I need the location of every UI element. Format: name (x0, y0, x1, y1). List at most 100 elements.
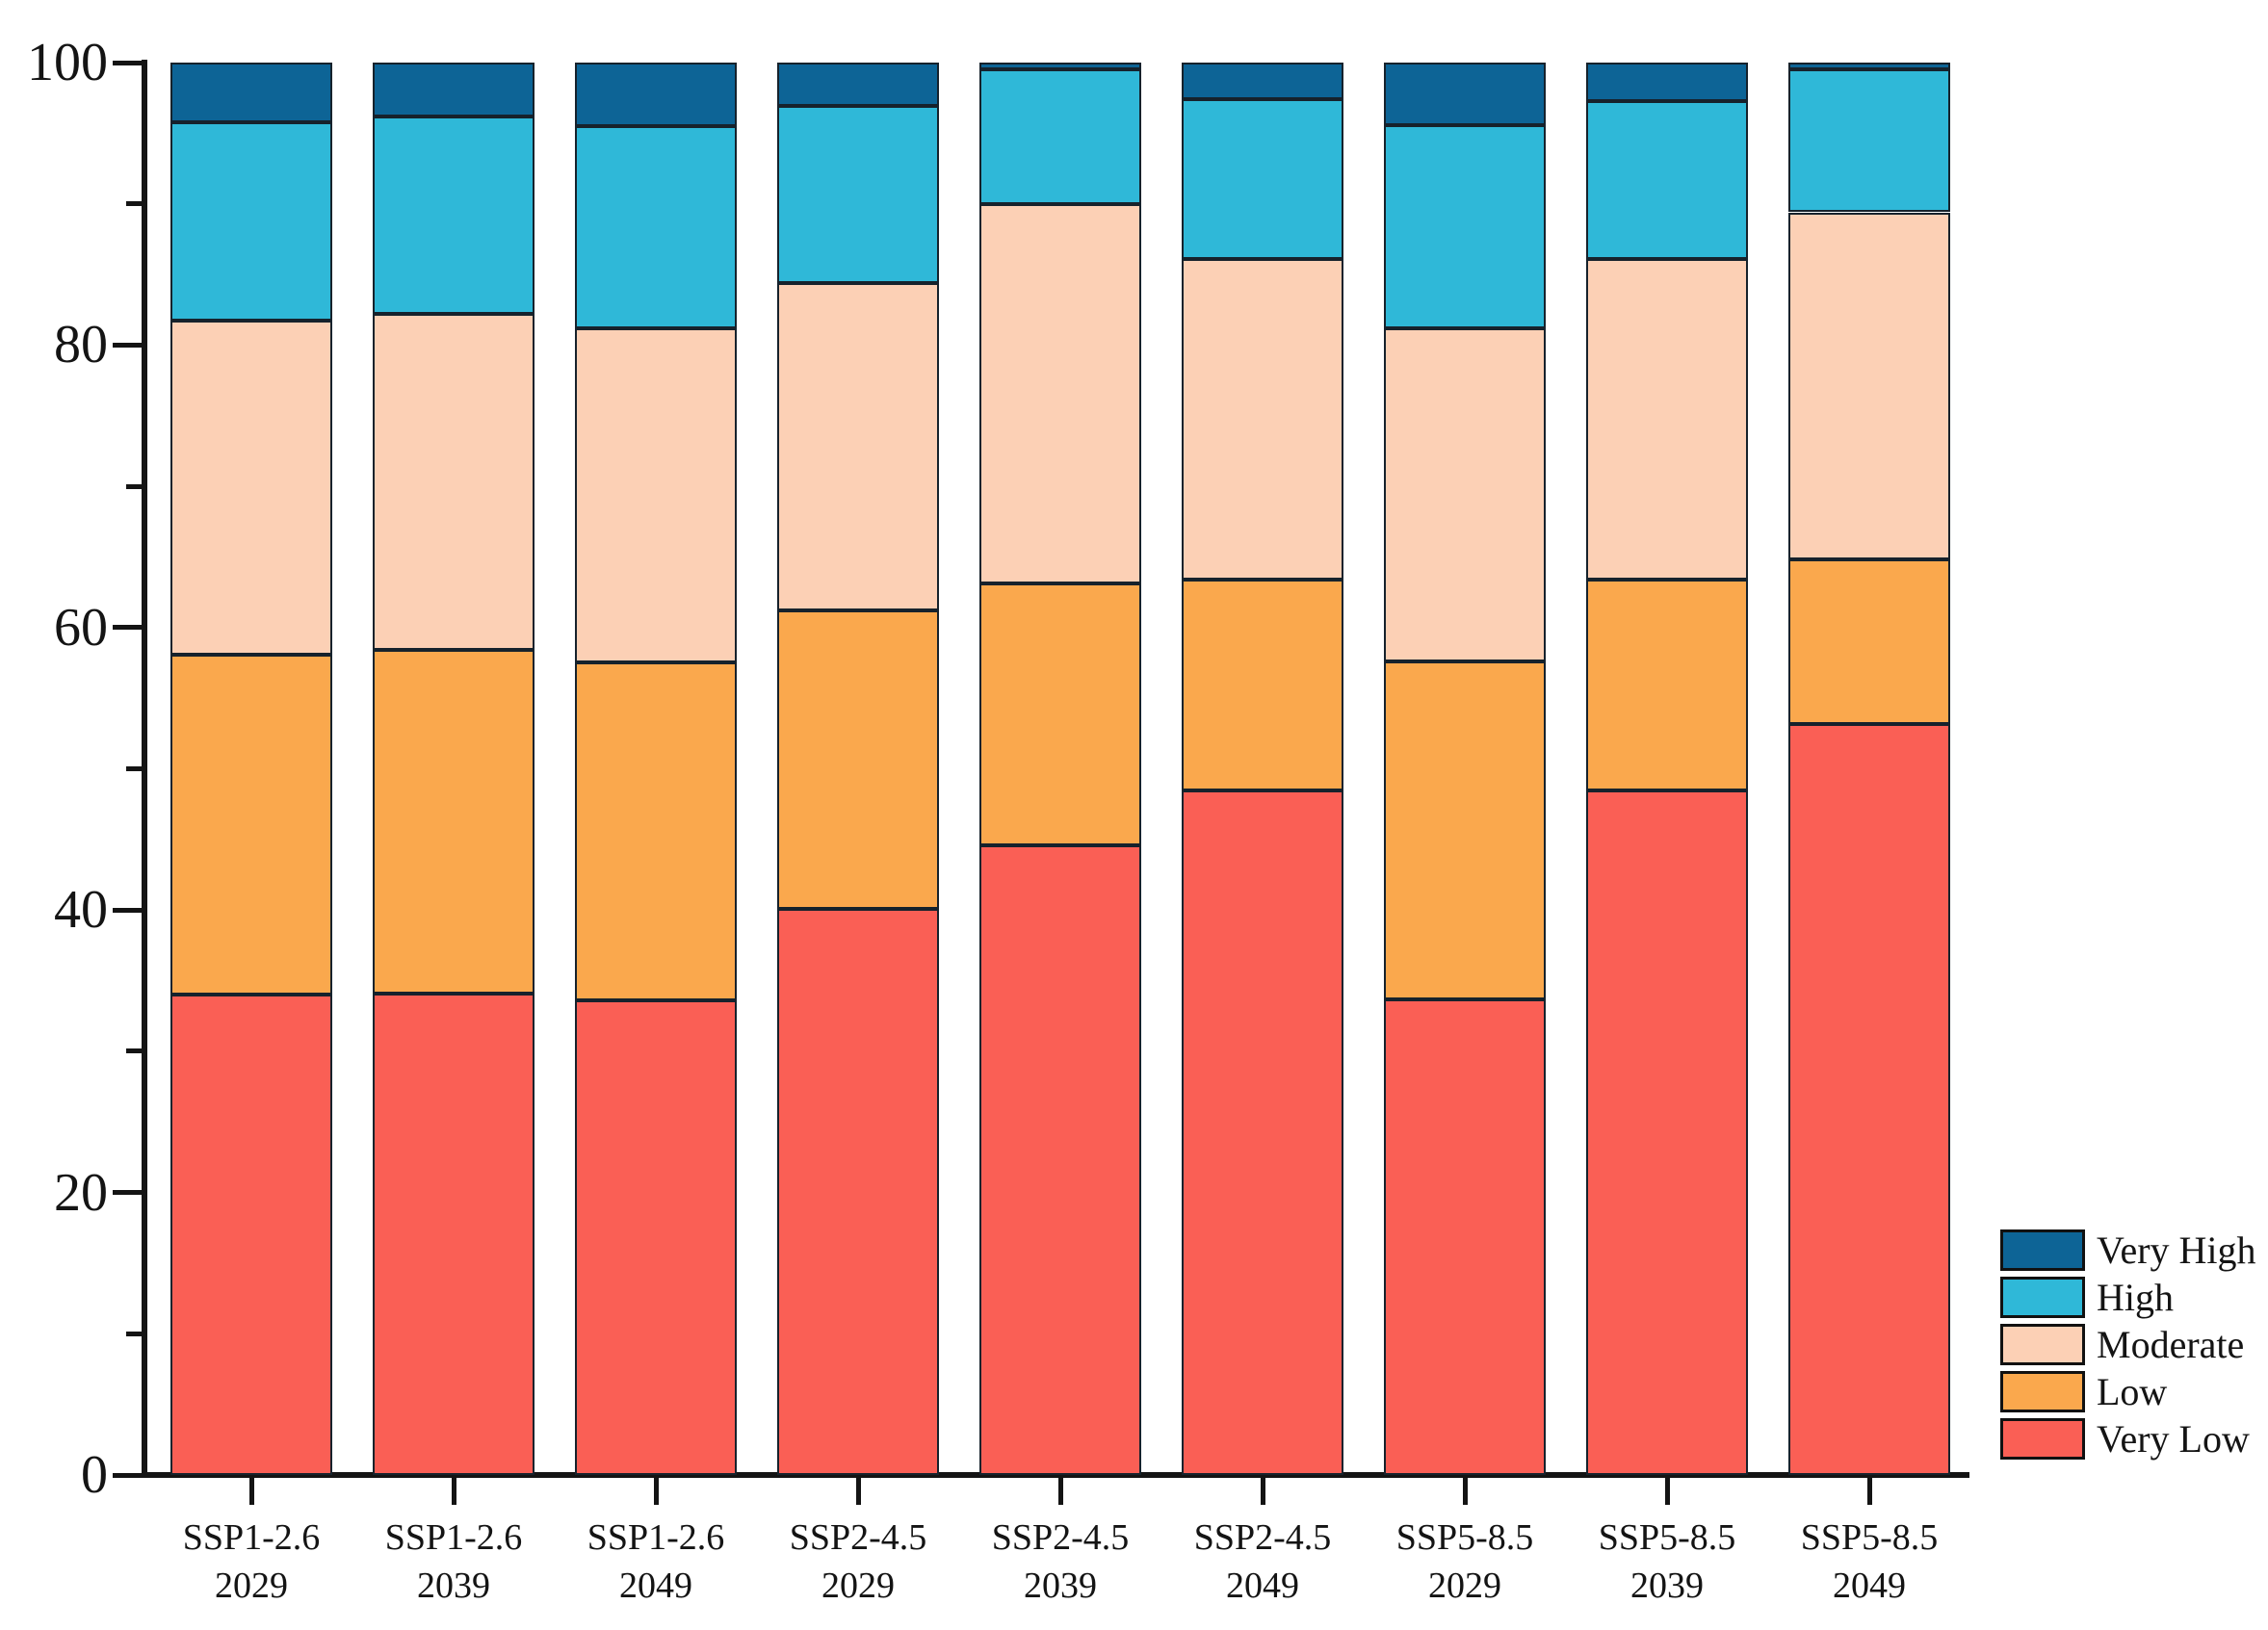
bar-segment-very-high (1384, 63, 1546, 125)
x-label-year: 2029 (215, 1565, 288, 1606)
legend-label: Low (2097, 1370, 2168, 1413)
x-axis-line (142, 1472, 1969, 1478)
bar-segment-low (373, 650, 534, 994)
bar-segment-very-high (1788, 63, 1950, 70)
bar-segment-moderate (1182, 258, 1343, 580)
x-label-scenario: SSP1-2.6 (587, 1517, 725, 1558)
y-minor-tick (126, 766, 142, 771)
y-major-tick (113, 1472, 142, 1478)
y-minor-tick (126, 1048, 142, 1054)
bar-segment-very-high (777, 63, 939, 107)
x-label-scenario: SSP5-8.5 (1800, 1517, 1939, 1558)
x-tick-label: SSP5-8.5 2049 (1768, 1514, 1970, 1614)
legend-label: High (2097, 1276, 2174, 1319)
bar-segment-high (1384, 124, 1546, 328)
legend-item-very-low: Very Low (2000, 1417, 2268, 1461)
bar-segment-very-high (170, 63, 332, 122)
bar-segment-very-high (979, 63, 1141, 70)
y-major-tick (113, 625, 142, 631)
y-tick-label: 0 (81, 1445, 108, 1505)
bar-segment-moderate (979, 203, 1141, 584)
x-major-tick (855, 1478, 861, 1505)
x-tick-label: SSP5-8.5 2039 (1566, 1514, 1768, 1614)
bar-segment-high (979, 69, 1141, 204)
x-label-scenario: SSP2-4.5 (991, 1517, 1130, 1558)
x-major-tick (1462, 1478, 1468, 1505)
legend-swatch (2000, 1324, 2085, 1365)
bar-segment-high (575, 126, 737, 328)
bar-segment-very-low (1788, 723, 1950, 1475)
bar-segment-moderate (373, 314, 534, 651)
bar-segment-moderate (777, 282, 939, 611)
bar-segment-very-low (979, 844, 1141, 1475)
y-minor-tick (126, 483, 142, 489)
bar-segment-very-low (1384, 998, 1546, 1475)
bar-segment-low (1182, 579, 1343, 790)
bar-segment-low (777, 610, 939, 909)
bar-segment-very-low (1182, 789, 1343, 1475)
y-tick-label: 40 (54, 880, 108, 941)
bar-segment-high (1182, 99, 1343, 259)
x-major-tick (248, 1478, 254, 1505)
bar-segment-high (1788, 69, 1950, 213)
x-label-year: 2049 (619, 1565, 692, 1606)
y-axis-line (142, 60, 147, 1478)
x-tick-label: SSP2-4.5 2029 (757, 1514, 959, 1614)
y-major-tick (113, 907, 142, 913)
legend-item-low: Low (2000, 1370, 2268, 1413)
x-label-scenario: SSP2-4.5 (789, 1517, 927, 1558)
bar-segment-moderate (1586, 258, 1748, 580)
x-label-scenario: SSP5-8.5 (1598, 1517, 1736, 1558)
bar-segment-high (1586, 100, 1748, 259)
x-tick-label: SSP1-2.6 2039 (352, 1514, 555, 1614)
x-major-tick (1057, 1478, 1063, 1505)
bar-segment-very-low (1586, 789, 1748, 1475)
bar-segment-very-low (170, 995, 332, 1475)
bar-segment-moderate (170, 321, 332, 655)
x-tick-label: SSP5-8.5 2029 (1364, 1514, 1566, 1614)
bar-segment-moderate (1788, 212, 1950, 560)
x-label-year: 2029 (821, 1565, 895, 1606)
legend-swatch (2000, 1371, 2085, 1412)
bar-segment-moderate (575, 327, 737, 663)
legend-swatch (2000, 1418, 2085, 1460)
y-tick-label: 60 (54, 597, 108, 658)
x-tick-label: SSP1-2.6 2029 (150, 1514, 352, 1614)
bar-segment-very-high (373, 63, 534, 116)
x-label-year: 2039 (417, 1565, 490, 1606)
y-major-tick (113, 342, 142, 348)
x-label-scenario: SSP5-8.5 (1395, 1517, 1534, 1558)
x-label-year: 2039 (1024, 1565, 1097, 1606)
legend-item-high: High (2000, 1276, 2268, 1319)
x-major-tick (1260, 1478, 1265, 1505)
x-label-year: 2039 (1630, 1565, 1704, 1606)
bar-segment-low (1384, 661, 1546, 999)
x-major-tick (653, 1478, 659, 1505)
bar-segment-very-high (1182, 63, 1343, 100)
bar-segment-very-low (777, 908, 939, 1475)
y-major-tick (113, 1190, 142, 1196)
legend-swatch (2000, 1229, 2085, 1271)
bar-segment-very-high (575, 63, 737, 126)
x-major-tick (1664, 1478, 1670, 1505)
x-label-scenario: SSP2-4.5 (1193, 1517, 1332, 1558)
y-tick-label: 20 (54, 1162, 108, 1223)
x-label-year: 2029 (1428, 1565, 1501, 1606)
bar-segment-very-low (575, 1000, 737, 1475)
legend-swatch (2000, 1277, 2085, 1318)
bar-segment-low (170, 654, 332, 996)
bar-segment-very-low (373, 993, 534, 1475)
x-tick-label: SSP2-4.5 2049 (1161, 1514, 1364, 1614)
y-minor-tick (126, 1331, 142, 1336)
y-tick-label: 80 (54, 315, 108, 375)
x-major-tick (1866, 1478, 1872, 1505)
bar-segment-very-high (1586, 63, 1748, 101)
bar-segment-high (170, 121, 332, 322)
x-label-scenario: SSP1-2.6 (182, 1517, 321, 1558)
x-label-year: 2049 (1833, 1565, 1906, 1606)
x-label-year: 2049 (1226, 1565, 1299, 1606)
legend-label: Very Low (2097, 1417, 2250, 1461)
